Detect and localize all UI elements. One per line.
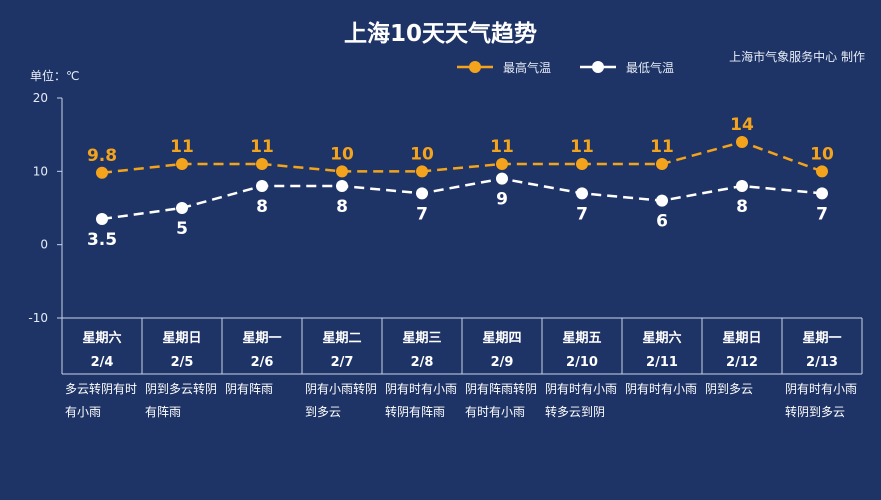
data-point-low (576, 187, 588, 200)
data-point-low (416, 187, 428, 200)
weather-condition-text: 阴到多云转阴有阵雨 (145, 382, 218, 419)
data-label-low: 5 (176, 219, 188, 239)
data-point-high (816, 165, 828, 178)
data-label-low: 8 (736, 197, 748, 217)
data-point-low (496, 172, 508, 185)
data-point-high (176, 158, 188, 170)
data-point-high (576, 158, 588, 170)
data-point-low (736, 180, 748, 192)
data-label-low: 7 (816, 204, 828, 224)
weather-condition-text: 多云转阴有时有小雨 (65, 382, 138, 419)
series-line-low (101, 177, 823, 221)
legend-high-label: 最高气温 (503, 61, 552, 75)
data-label-low: 6 (656, 212, 668, 232)
data-label-low: 7 (416, 204, 428, 224)
x-tick-weekday: 星期日 (162, 331, 201, 346)
data-point-high (496, 158, 508, 170)
x-tick-weekday: 星期三 (402, 331, 441, 346)
data-point-high (256, 158, 268, 170)
legend-high-marker (457, 61, 493, 73)
x-tick-date: 2/5 (171, 355, 194, 370)
x-tick-date: 2/8 (411, 355, 434, 370)
x-tick-weekday: 星期一 (242, 331, 281, 346)
data-label-high: 11 (250, 137, 274, 157)
data-point-high (656, 158, 668, 170)
data-point-high (336, 165, 348, 178)
x-tick-weekday: 星期六 (82, 330, 121, 346)
data-label-high: 11 (490, 137, 514, 157)
x-tick-date: 2/11 (646, 355, 678, 370)
data-point-high (416, 165, 428, 178)
y-tick-label: 0 (40, 238, 48, 252)
x-tick-weekday: 星期六 (642, 330, 681, 346)
data-label-low: 7 (576, 204, 588, 224)
weather-condition-text: 阴有时有小雨转多云到阴 (545, 382, 618, 419)
data-label-low: 8 (256, 197, 268, 217)
y-tick-label: 20 (33, 91, 48, 105)
series-line-high (101, 140, 823, 175)
data-point-low (176, 202, 188, 214)
y-tick-label: 10 (33, 164, 48, 178)
legend-low-marker (580, 61, 616, 73)
data-point-high (96, 166, 108, 179)
x-tick-weekday: 星期四 (482, 331, 521, 346)
weather-condition-text: 阴有小雨转阴到多云 (305, 382, 378, 419)
x-tick-date: 2/4 (91, 355, 114, 370)
data-label-high: 9.8 (87, 146, 117, 166)
data-point-low (816, 187, 828, 200)
data-label-low: 8 (336, 197, 348, 217)
x-tick-date: 2/6 (251, 355, 274, 370)
x-tick-date: 2/7 (331, 355, 354, 370)
weather-condition-text: 阴有时有小雨转阴有阵雨 (385, 382, 458, 419)
credit-text: 上海市气象服务中心 制作 (729, 50, 865, 64)
weather-condition-text: 阴有阵雨转阴有时有小雨 (465, 382, 538, 419)
weather-condition-text: 阴有时有小雨 (625, 382, 698, 396)
data-point-low (96, 213, 108, 225)
data-label-high: 11 (570, 137, 594, 157)
data-label-high: 10 (810, 144, 834, 164)
x-tick-date: 2/13 (806, 355, 838, 370)
weather-condition-text: 阴到多云 (705, 382, 754, 396)
chart-title: 上海10天天气趋势 (343, 21, 537, 47)
data-label-low: 9 (496, 190, 508, 210)
weather-condition-text: 阴有时有小雨转阴到多云 (785, 382, 858, 419)
data-label-high: 10 (330, 144, 354, 164)
x-tick-weekday: 星期一 (802, 331, 841, 346)
x-tick-weekday: 星期五 (562, 331, 601, 346)
unit-label: 单位：℃ (30, 69, 80, 83)
x-tick-weekday: 星期日 (722, 331, 761, 346)
data-point-low (336, 180, 348, 192)
data-label-high: 10 (410, 144, 434, 164)
legend-low-label: 最低气温 (626, 61, 675, 75)
data-point-high (736, 136, 748, 148)
data-label-high: 11 (170, 137, 194, 157)
weather-condition-text: 阴有阵雨 (225, 382, 274, 396)
data-label-high: 14 (730, 115, 754, 135)
x-tick-date: 2/9 (491, 355, 514, 370)
data-label-low: 3.5 (87, 230, 117, 250)
data-label-high: 11 (650, 137, 674, 157)
data-point-low (656, 194, 668, 207)
data-point-low (256, 180, 268, 192)
x-tick-date: 2/10 (566, 355, 598, 370)
x-tick-weekday: 星期二 (322, 331, 361, 346)
x-tick-date: 2/12 (726, 355, 758, 370)
y-tick-label: -10 (28, 311, 48, 325)
